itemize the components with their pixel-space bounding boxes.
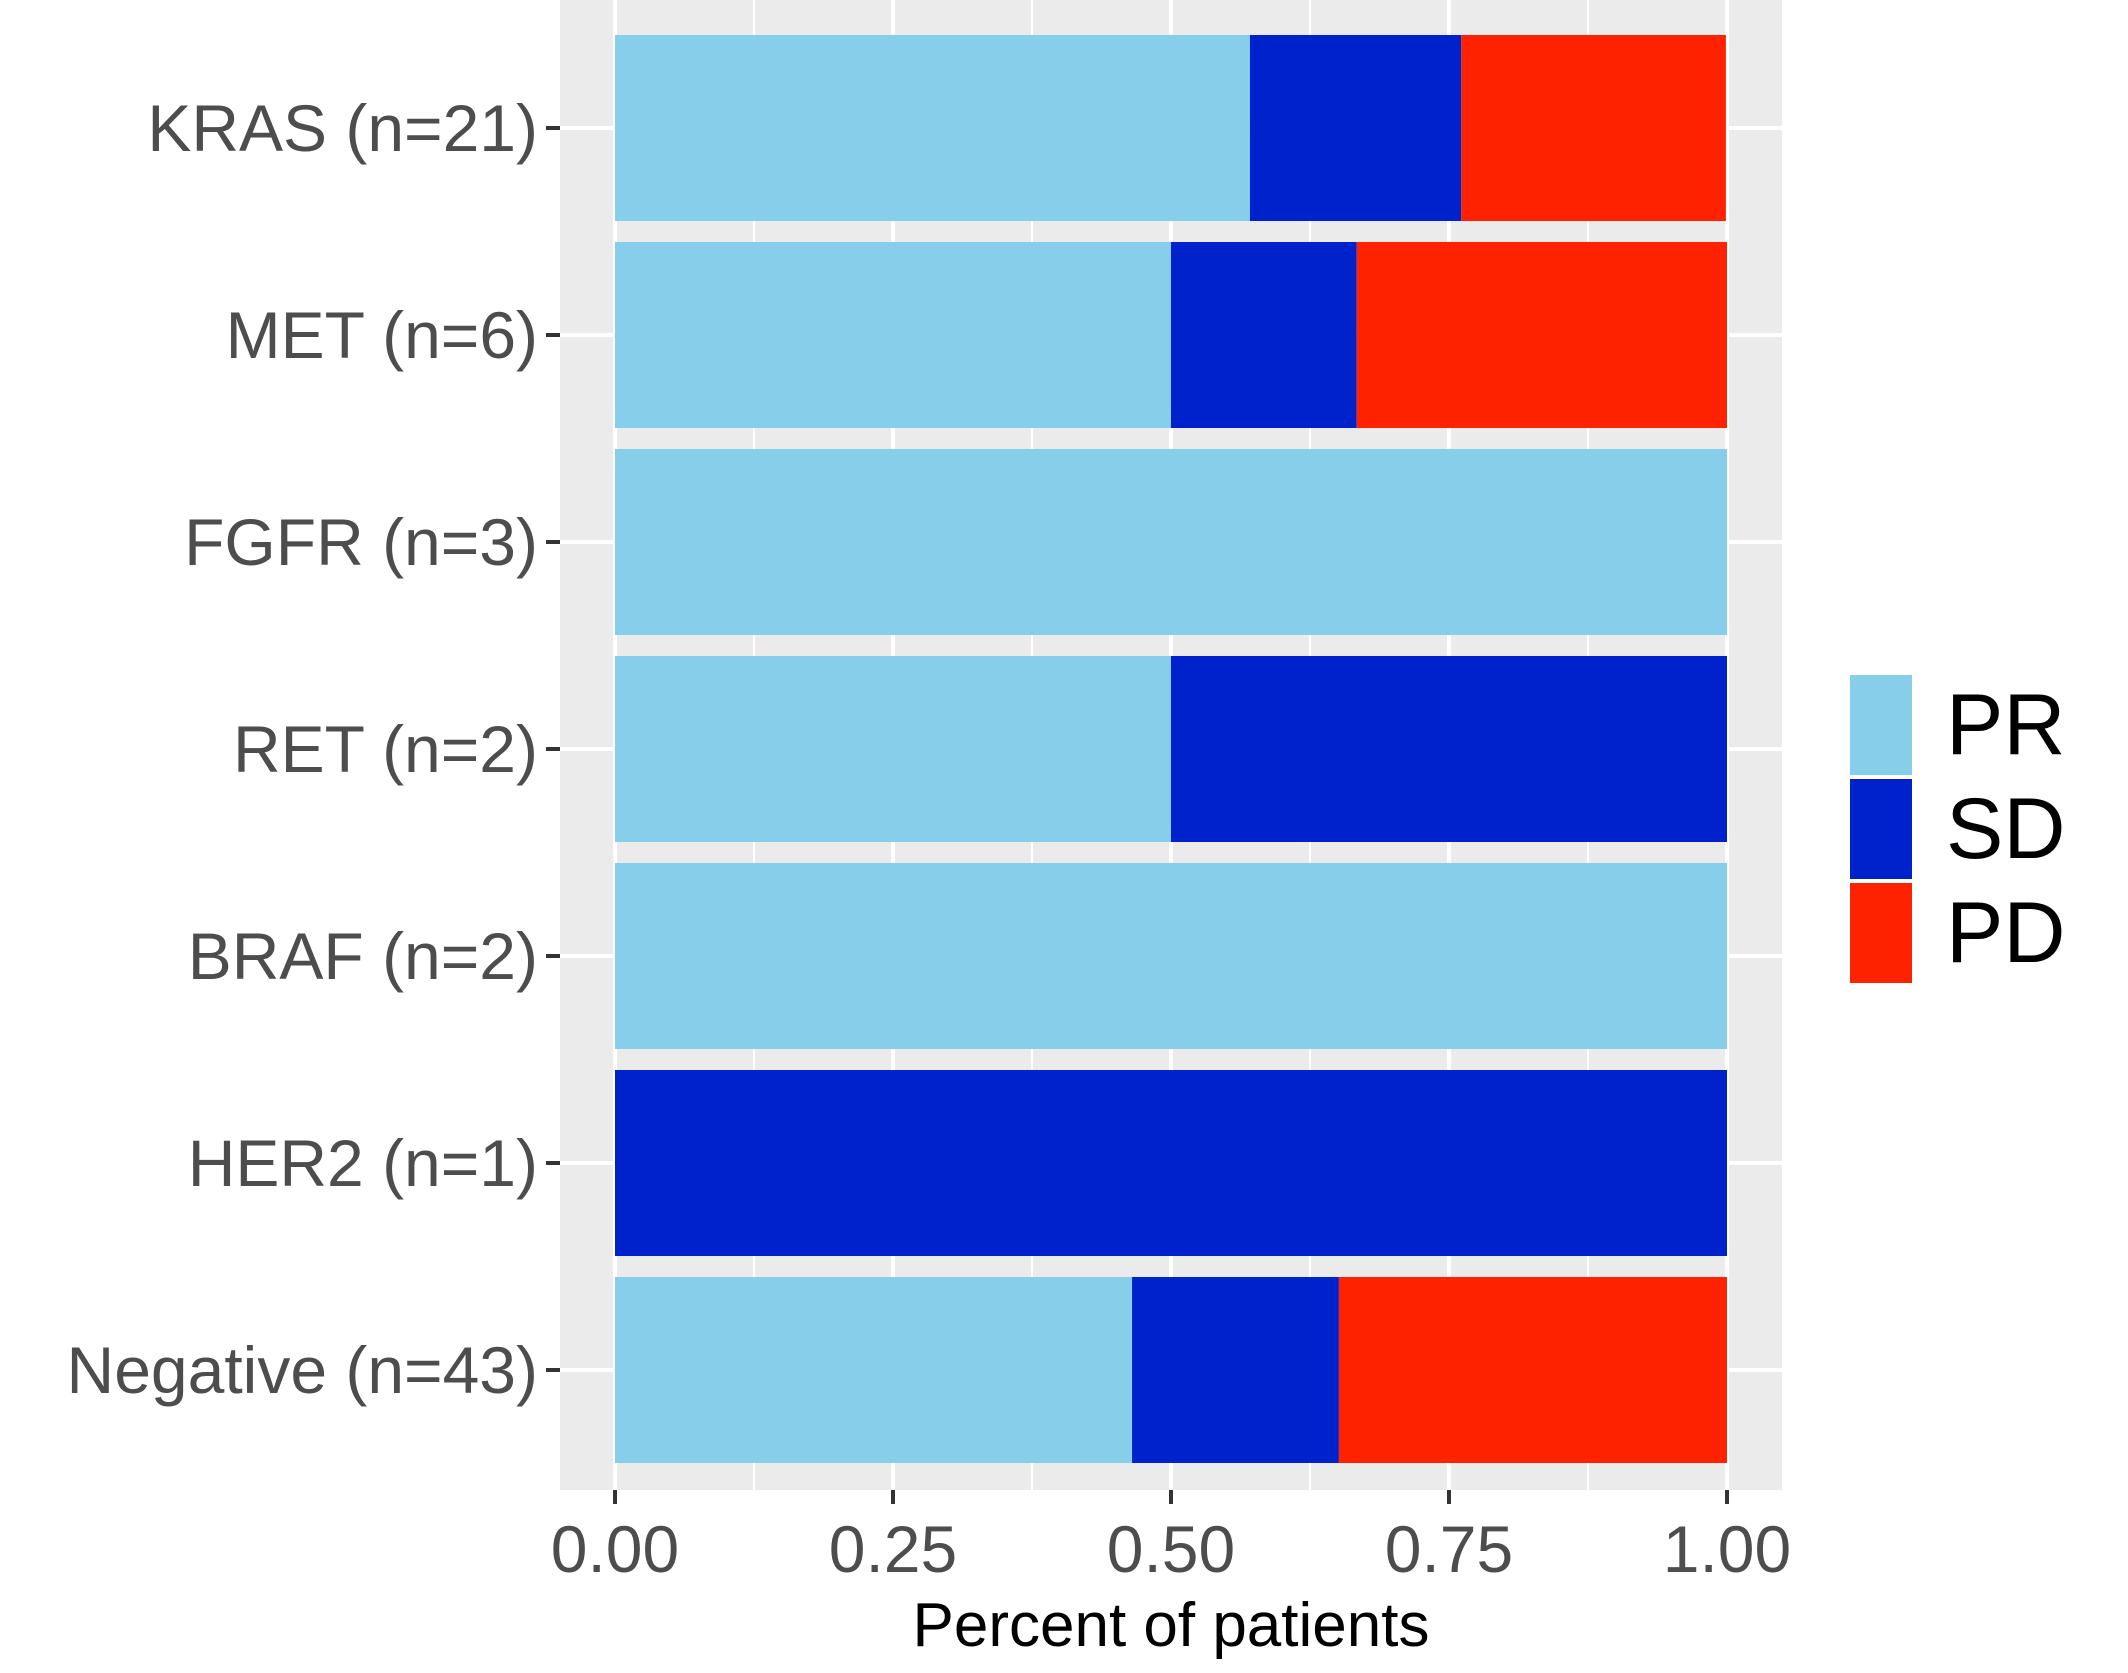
x-tick-label: 0.25 (829, 1512, 957, 1586)
bar-pr (615, 449, 1727, 635)
x-tick-label: 0.75 (1385, 1512, 1513, 1586)
y-tick-label: FGFR (n=3) (184, 505, 538, 579)
legend-label-pr: PR (1946, 677, 2065, 773)
bar-pr (615, 863, 1727, 1049)
y-tick-label: HER2 (n=1) (188, 1126, 538, 1200)
bar-sd (1249, 35, 1462, 221)
bar-sd (1171, 242, 1357, 428)
bar-sd (615, 1070, 1727, 1256)
legend-label-sd: SD (1946, 781, 2065, 877)
legend-key-pd (1850, 883, 1912, 983)
y-tick-label: KRAS (n=21) (147, 91, 538, 165)
bar-pd (1461, 35, 1726, 221)
x-tick-label: 0.00 (551, 1512, 679, 1586)
legend-label-pd: PD (1946, 885, 2065, 981)
bar-pr (615, 1277, 1133, 1463)
legend-key-sd (1850, 779, 1912, 879)
x-tick-label: 1.00 (1663, 1512, 1791, 1586)
bar-pr (615, 35, 1250, 221)
bar-pr (615, 656, 1171, 842)
y-tick-label: BRAF (n=2) (188, 919, 538, 993)
bars (615, 35, 1727, 1463)
y-tick-label: Negative (n=43) (67, 1333, 538, 1407)
x-axis-title: Percent of patients (913, 1591, 1430, 1660)
bar-pd (1338, 1277, 1727, 1463)
y-axis: KRAS (n=21) MET (n=6) FGFR (n=3) RET (n=2) B… (67, 91, 560, 1407)
x-tick-label: 0.50 (1107, 1512, 1235, 1586)
bar-pr (615, 242, 1171, 428)
y-tick-label: RET (n=2) (233, 712, 538, 786)
x-axis: 0.00 0.25 0.50 0.75 1.00 (551, 1490, 1791, 1586)
bar-sd (1171, 656, 1727, 842)
y-tick-label: MET (n=6) (226, 298, 538, 372)
bar-sd (1132, 1277, 1339, 1463)
bar-pd (1356, 242, 1727, 428)
legend-key-pr (1850, 675, 1912, 775)
